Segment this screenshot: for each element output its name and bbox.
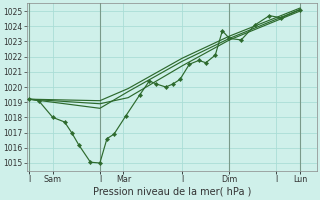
X-axis label: Pression niveau de la mer( hPa ): Pression niveau de la mer( hPa ) [92,187,251,197]
